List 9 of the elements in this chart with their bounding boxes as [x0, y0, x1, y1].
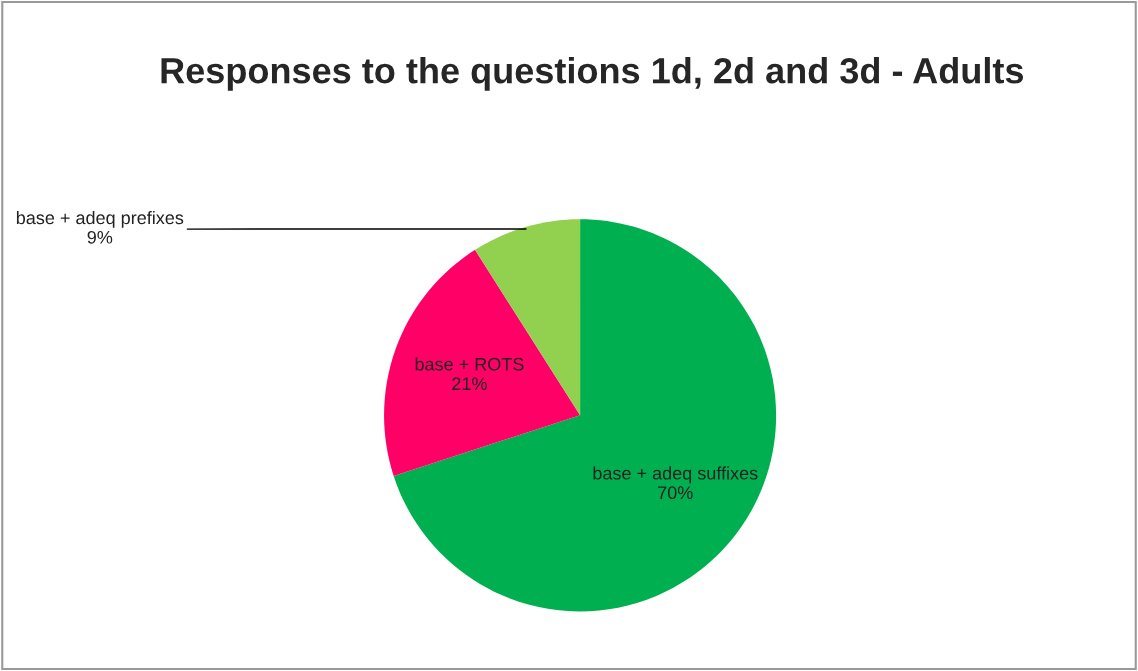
data-label: 70%: [658, 486, 693, 500]
pie-slice: [393, 219, 777, 612]
chart-title: Responses to the questions 1d, 2d and 3d - Adults: [161, 56, 1024, 91]
slice-label: base + adeq prefixes: [16, 210, 184, 228]
slice-label: base + ROTS: [415, 357, 524, 371]
slice-label: base + adeq suffixes: [593, 466, 758, 484]
data-label: 9%: [87, 230, 113, 244]
data-label: 21%: [452, 377, 487, 391]
pie-slice: [384, 249, 581, 476]
